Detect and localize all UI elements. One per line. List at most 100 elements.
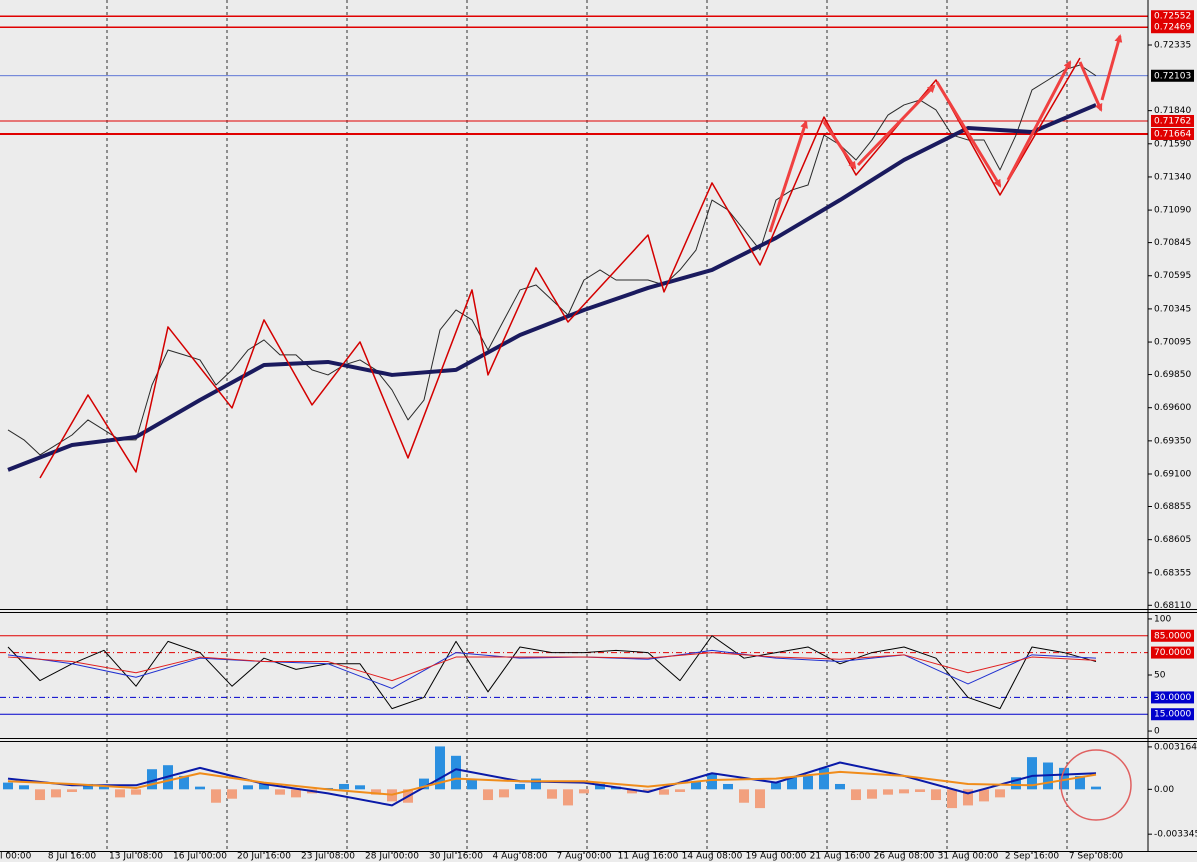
- histogram-bar: [851, 789, 861, 801]
- histogram-bar: [211, 789, 221, 803]
- histogram-bar: [563, 789, 573, 806]
- level-label-box: [1151, 21, 1194, 34]
- y-tick-label: -0.003345: [1154, 830, 1197, 840]
- level-label: 30.0000: [1154, 693, 1191, 703]
- level-label-box: [1151, 10, 1194, 23]
- histogram-bar: [339, 783, 349, 790]
- x-tick-label: 26 Aug 08:00: [874, 852, 935, 862]
- histogram-bar: [531, 778, 541, 790]
- histogram-bar: [67, 789, 77, 793]
- y-tick-label: 0.68605: [1154, 535, 1191, 545]
- x-tick-label: 4 Aug 08:00: [493, 852, 548, 862]
- histogram-bar: [723, 783, 733, 790]
- y-tick-label: 0.70345: [1154, 304, 1191, 314]
- trend-arrows: [768, 34, 1123, 233]
- series-line: [7, 64, 1097, 456]
- histogram-bar: [819, 767, 829, 790]
- series-line: [7, 103, 1097, 472]
- arrow: [856, 84, 936, 167]
- histogram-bar: [915, 789, 925, 793]
- histogram-bar: [1027, 757, 1037, 790]
- histogram-bar: [435, 746, 445, 790]
- histogram-bar: [995, 789, 1005, 798]
- histogram-bar: [291, 789, 301, 798]
- level-label-box: [1151, 69, 1194, 82]
- histogram-bar: [515, 783, 525, 790]
- histogram-bar: [1091, 786, 1101, 790]
- histogram-bar: [1059, 767, 1069, 790]
- series-line: [7, 770, 1097, 796]
- x-tick-label: 23 Jul 08:00: [301, 852, 355, 862]
- histogram-bar: [787, 777, 797, 790]
- histogram-bar: [1075, 775, 1085, 790]
- separators: [106, 0, 1068, 851]
- x-tick-label: 16 Jul 00:00: [173, 852, 227, 862]
- level-label: 0.72552: [1154, 12, 1191, 22]
- x-tick-label: l 00:00: [0, 852, 32, 862]
- histogram-bar: [963, 789, 973, 806]
- level-label-box: [1151, 127, 1194, 140]
- y-tick-label: 100: [1154, 614, 1171, 624]
- histogram-bar: [771, 782, 781, 790]
- y-tick-label: 0.00: [1154, 785, 1174, 795]
- x-tick-label: 30 Jul 16:00: [429, 852, 483, 862]
- x-tick-label: 2 Sep 16:00: [1005, 852, 1060, 862]
- x-tick-label: 14 Aug 08:00: [682, 852, 743, 862]
- histogram-bar: [835, 783, 845, 790]
- histogram-bar: [803, 775, 813, 790]
- y-tick-label: 0.71590: [1154, 139, 1191, 149]
- histogram-bar: [755, 789, 765, 809]
- series-line: [7, 652, 1097, 682]
- y-tick-label: 0.69100: [1154, 470, 1191, 480]
- x-tick-label: 7 Sep 08:00: [1069, 852, 1124, 862]
- x-tick-label: 20 Jul 16:00: [237, 852, 291, 862]
- x-tick-label: 21 Aug 16:00: [810, 852, 871, 862]
- x-tick-label: 28 Jul 00:00: [365, 852, 419, 862]
- x-tick-label: 19 Aug 00:00: [746, 852, 807, 862]
- histogram-bar: [179, 775, 189, 790]
- y-tick-label: 0.69350: [1154, 436, 1191, 446]
- histogram-bar: [643, 789, 653, 791]
- level-label-box: [1151, 114, 1194, 127]
- histogram-bar: [547, 789, 557, 799]
- histogram-bar: [355, 785, 365, 790]
- histogram-bar: [19, 785, 29, 790]
- level-label-box: [1151, 646, 1194, 659]
- histogram-bar: [371, 789, 381, 795]
- histogram-bar: [227, 789, 237, 799]
- y-tick-label: 0.68110: [1154, 601, 1191, 611]
- x-tick-label: 31 Aug 00:00: [938, 852, 999, 862]
- y-tick-label: 0.71840: [1154, 106, 1191, 116]
- histogram-bar: [931, 789, 941, 801]
- axes: 0.72335 0.71840 0.71590 0.71340 0.71090 0.708…: [0, 10, 1197, 862]
- level-label-box: [1151, 708, 1194, 721]
- histogram-bar: [899, 789, 909, 794]
- y-tick-label: 0.69600: [1154, 403, 1191, 413]
- histogram-bar: [659, 789, 669, 795]
- histogram-bar: [51, 789, 61, 798]
- histogram-bar: [35, 789, 45, 801]
- y-tick-label: 0.71340: [1154, 172, 1191, 182]
- histogram-bar: [979, 789, 989, 802]
- y-tick-label: 0.68355: [1154, 568, 1191, 578]
- series-line: [7, 649, 1097, 689]
- x-tick-label: 7 Aug 00:00: [557, 852, 612, 862]
- y-tick-label: 0.69850: [1154, 370, 1191, 380]
- level-label-box: [1151, 691, 1194, 704]
- level-label: 0.72103: [1154, 71, 1191, 81]
- y-tick-label: 0.70845: [1154, 238, 1191, 248]
- y-tick-label: 0.70095: [1154, 338, 1191, 348]
- histogram-bar: [467, 778, 477, 790]
- arrow: [822, 121, 857, 170]
- arrow: [1100, 34, 1123, 101]
- histogram-bar: [115, 789, 125, 798]
- histogram-bar: [451, 755, 461, 790]
- histogram-bar: [1011, 777, 1021, 790]
- arrow: [1006, 60, 1072, 181]
- histogram-bar: [499, 789, 509, 798]
- highlight-circle: [1060, 749, 1132, 821]
- y-tick-label: 0.70595: [1154, 271, 1191, 281]
- arrow: [1078, 61, 1103, 112]
